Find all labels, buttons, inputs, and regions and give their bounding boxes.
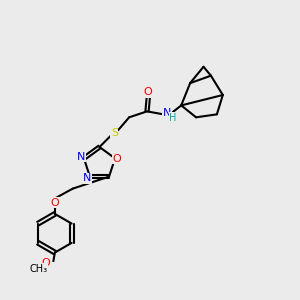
Text: CH₃: CH₃ bbox=[29, 264, 48, 274]
Text: O: O bbox=[143, 87, 152, 97]
Text: O: O bbox=[112, 154, 121, 164]
Text: N: N bbox=[77, 152, 86, 162]
Text: O: O bbox=[50, 198, 59, 208]
Text: S: S bbox=[111, 128, 118, 138]
Text: N: N bbox=[163, 108, 171, 118]
Text: O: O bbox=[42, 258, 50, 268]
Text: H: H bbox=[169, 113, 177, 123]
Text: N: N bbox=[83, 173, 92, 183]
